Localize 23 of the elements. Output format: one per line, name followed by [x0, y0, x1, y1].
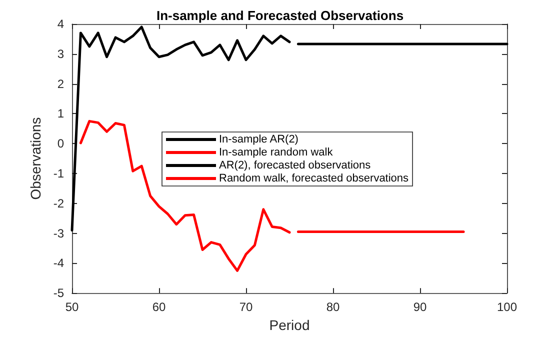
x-axis-title: Period	[269, 317, 310, 333]
x-tick-label: 100	[496, 300, 518, 314]
y-tick-label: -1	[53, 166, 64, 180]
y-tick-label: 3	[57, 46, 64, 61]
x-tick-label: 80	[326, 300, 340, 314]
y-tick-label: 0	[57, 136, 64, 151]
x-tick-label: 90	[413, 300, 427, 314]
y-tick-label: 1	[57, 106, 64, 121]
legend-label: Random walk, forecasted observations	[219, 172, 410, 184]
chart-title: In-sample and Forecasted Observations	[156, 8, 404, 23]
y-tick-label: 2	[57, 76, 64, 91]
y-tick-label: -3	[53, 226, 64, 240]
x-tick-label: 60	[152, 300, 166, 314]
y-tick-label: 4	[57, 17, 64, 31]
y-tick-label: -5	[53, 286, 64, 300]
x-tick-label: 50	[65, 300, 79, 314]
legend-label: AR(2), forecasted observations	[219, 160, 372, 172]
x-tick-label: 70	[239, 300, 253, 314]
legend-label: In-sample AR(2)	[219, 134, 298, 146]
y-tick-label: -2	[53, 196, 64, 210]
legend-label: In-sample random walk	[219, 146, 334, 158]
y-axis-title: Observations	[27, 117, 44, 200]
y-tick-label: -4	[53, 256, 64, 270]
